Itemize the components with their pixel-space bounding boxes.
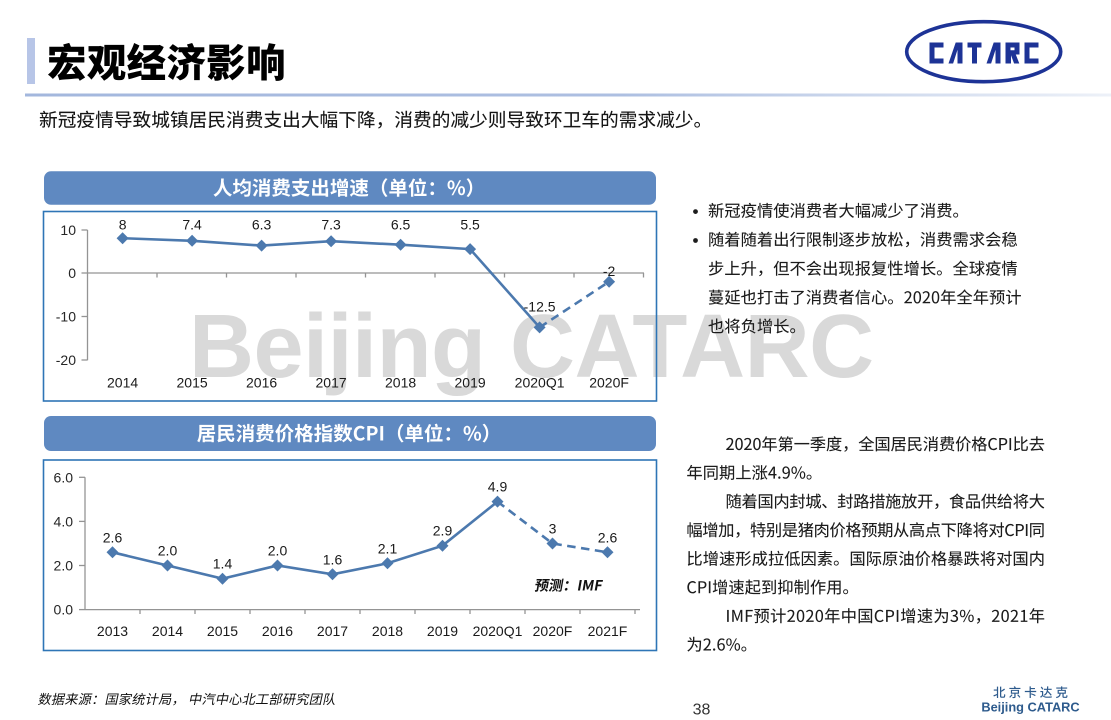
svg-text:2.6: 2.6 [598,529,618,545]
svg-text:2.0: 2.0 [158,543,178,559]
svg-text:4.9: 4.9 [488,479,508,495]
svg-text:2.9: 2.9 [433,523,453,539]
svg-text:2020F: 2020F [533,623,573,639]
svg-text:2020Q1: 2020Q1 [473,623,523,639]
svg-text:2019: 2019 [455,375,486,391]
svg-text:2016: 2016 [246,375,277,391]
svg-text:2.0: 2.0 [54,558,74,574]
svg-text:Beijing CATARC: Beijing CATARC [981,700,1079,715]
svg-text:2014: 2014 [107,375,138,391]
svg-text:6.0: 6.0 [54,469,74,485]
svg-text:2021F: 2021F [588,623,628,639]
svg-text:2.1: 2.1 [378,540,398,556]
svg-text:-2: -2 [603,263,616,279]
svg-text:1.6: 1.6 [323,551,343,567]
svg-text:-20: -20 [56,352,76,368]
svg-text:8: 8 [119,217,127,233]
svg-text:38: 38 [693,702,711,719]
svg-text:0: 0 [68,265,76,281]
svg-text:2.6: 2.6 [103,529,123,545]
svg-text:2017: 2017 [317,623,348,639]
svg-text:7.4: 7.4 [182,217,202,233]
svg-text:-10: -10 [56,309,76,325]
svg-text:2015: 2015 [177,375,208,391]
svg-text:7.3: 7.3 [321,217,341,233]
svg-text:6.5: 6.5 [391,217,411,233]
svg-text:2014: 2014 [152,623,183,639]
svg-text:2013: 2013 [97,623,128,639]
svg-text:3: 3 [549,521,557,537]
svg-text:2018: 2018 [372,623,403,639]
svg-text:4.0: 4.0 [54,513,74,529]
svg-text:2.0: 2.0 [268,543,288,559]
svg-text:2017: 2017 [316,375,347,391]
svg-text:-12.5: -12.5 [524,299,556,315]
svg-text:2016: 2016 [262,623,293,639]
svg-text:6.3: 6.3 [252,217,272,233]
svg-text:2015: 2015 [207,623,238,639]
svg-text:0.0: 0.0 [54,602,74,618]
svg-text:1.4: 1.4 [213,556,233,572]
svg-text:10: 10 [60,222,76,238]
svg-text:2018: 2018 [385,375,416,391]
svg-text:2019: 2019 [427,623,458,639]
svg-text:2020Q1: 2020Q1 [515,375,565,391]
svg-text:2020F: 2020F [589,375,629,391]
svg-text:5.5: 5.5 [460,217,480,233]
